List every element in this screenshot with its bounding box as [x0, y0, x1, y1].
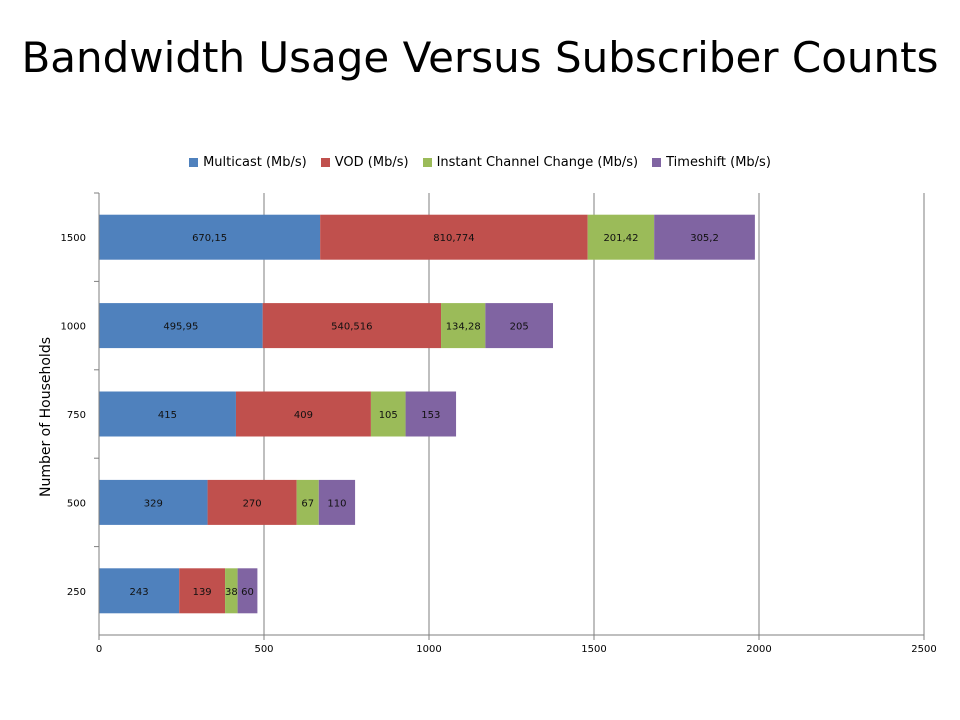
data-label-1500-series-3: 305,2 [690, 233, 719, 244]
bar-750-series-0 [99, 391, 236, 437]
legend-label-vod: VOD (Mb/s) [334, 155, 409, 170]
legend-swatch-multicast [189, 158, 199, 167]
data-label-500-series-3: 110 [327, 498, 346, 509]
y-tick-label-250: 250 [67, 587, 86, 598]
bar-1500-series-2 [587, 214, 655, 260]
legend-item-icc: Instant Channel Change (Mb/s) [422, 155, 639, 170]
legend-label-multicast: Multicast (Mb/s) [203, 155, 307, 170]
x-tick-label-500: 500 [254, 644, 273, 655]
data-label-1000-series-0: 495,95 [163, 322, 198, 333]
bar-750-series-1 [235, 391, 371, 437]
data-label-250-series-0: 243 [130, 587, 149, 598]
x-tick-label-2000: 2000 [746, 644, 771, 655]
data-label-750-series-1: 409 [294, 410, 313, 421]
y-tick-label-750: 750 [67, 410, 86, 421]
data-label-1000-series-1: 540,516 [331, 322, 372, 333]
bar-750-series-3 [405, 391, 457, 437]
bar-750-series-2 [370, 391, 406, 437]
bar-250-series-2 [225, 568, 238, 614]
legend-item-multicast: Multicast (Mb/s) [189, 155, 307, 170]
bar-500-series-3 [318, 479, 356, 525]
chart-title: Bandwidth Usage Versus Subscriber Counts [21, 33, 939, 82]
data-label-1500-series-0: 670,15 [192, 233, 227, 244]
bar-250-series-0 [99, 568, 180, 614]
bar-1000-series-3 [485, 303, 553, 349]
data-label-500-series-1: 270 [243, 498, 262, 509]
y-tick-label-1000: 1000 [61, 322, 86, 333]
data-label-250-series-3: 60 [241, 587, 254, 598]
data-label-750-series-2: 105 [379, 410, 398, 421]
bar-1500-series-3 [654, 214, 755, 260]
legend-swatch-timeshift [652, 158, 662, 167]
data-label-1000-series-2: 134,28 [446, 322, 481, 333]
bar-250-series-1 [179, 568, 226, 614]
data-label-1500-series-1: 810,774 [433, 233, 474, 244]
data-label-250-series-2: 38 [225, 587, 238, 598]
bars [99, 214, 755, 614]
bar-250-series-3 [237, 568, 258, 614]
bar-500-series-1 [207, 479, 297, 525]
data-label-1000-series-3: 205 [510, 322, 529, 333]
bar-1000-series-0 [99, 303, 263, 349]
x-tick-label-1500: 1500 [581, 644, 606, 655]
legend-swatch-icc [422, 158, 432, 167]
legend: Multicast (Mb/s) VOD (Mb/s) Instant Chan… [0, 155, 960, 170]
bar-1000-series-1 [262, 303, 442, 349]
bar-500-series-2 [296, 479, 319, 525]
y-axis-title: Number of Households [38, 336, 54, 498]
axes: 0 500 1000 1500 2000 2500 250 500 750 1000 1500 [61, 192, 937, 655]
data-labels: 243 139 38 60 329 270 67 110 415 409 105 153 495,95 5… [130, 233, 719, 598]
data-label-500-series-2: 67 [301, 498, 314, 509]
y-tick-label-500: 500 [67, 498, 86, 509]
x-tick-label-2500: 2500 [911, 644, 936, 655]
data-label-750-series-0: 415 [158, 410, 177, 421]
x-tick-label-0: 0 [96, 644, 102, 655]
data-label-500-series-0: 329 [144, 498, 163, 509]
legend-label-icc: Instant Channel Change (Mb/s) [436, 155, 639, 170]
bar-1000-series-2 [441, 303, 486, 349]
data-label-250-series-1: 139 [193, 587, 212, 598]
bar-1500-series-0 [99, 214, 321, 260]
legend-item-timeshift: Timeshift (Mb/s) [652, 155, 771, 170]
legend-label-timeshift: Timeshift (Mb/s) [666, 155, 771, 170]
data-label-1500-series-2: 201,42 [603, 233, 638, 244]
data-label-750-series-3: 153 [421, 410, 440, 421]
bar-1500-series-1 [320, 214, 588, 260]
legend-item-vod: VOD (Mb/s) [320, 155, 409, 170]
x-tick-label-1000: 1000 [416, 644, 441, 655]
legend-swatch-vod [320, 158, 330, 167]
y-tick-label-1500: 1500 [61, 233, 86, 244]
bar-500-series-0 [99, 479, 208, 525]
